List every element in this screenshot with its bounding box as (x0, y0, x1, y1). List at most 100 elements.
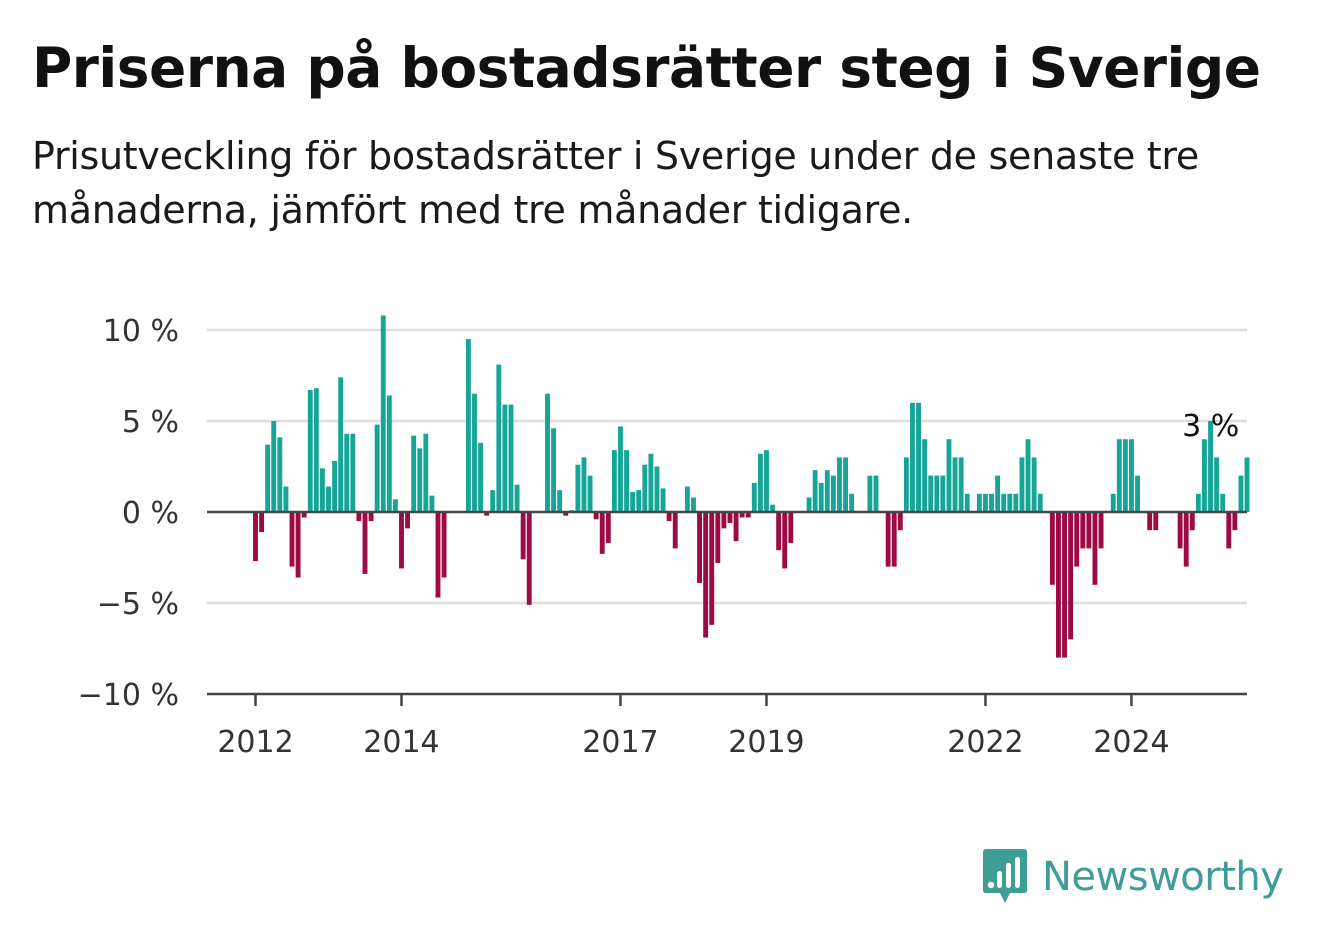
bar-positive (1122, 439, 1128, 512)
bar-positive (1214, 457, 1220, 512)
bar-negative (1147, 512, 1153, 531)
bar-negative (520, 512, 526, 560)
bar-positive (849, 493, 855, 512)
bar-positive (654, 466, 660, 512)
bar-negative (727, 512, 733, 523)
bar-negative (666, 512, 672, 522)
bar-negative (1098, 512, 1104, 549)
bar-negative (1056, 512, 1061, 658)
bar-positive (946, 439, 952, 512)
bar-negative (788, 512, 794, 543)
bar-negative (484, 512, 490, 516)
bar-positive (265, 444, 271, 512)
bar-positive (1135, 475, 1140, 512)
bar-positive (611, 450, 617, 512)
bar-positive (989, 493, 994, 512)
bar-negative (368, 512, 374, 522)
newsworthy-logo-icon (983, 849, 1027, 903)
bar-positive (1116, 439, 1122, 512)
bar-positive (940, 475, 946, 512)
bar-positive (618, 426, 623, 512)
bar-positive (751, 482, 757, 512)
bar-positive (478, 442, 484, 512)
annotation-label: 3 % (1182, 409, 1239, 444)
bar-positive (1007, 493, 1013, 512)
bar-positive (1013, 493, 1019, 512)
bar-positive (392, 499, 398, 512)
bar-positive (934, 475, 940, 512)
bar-positive (1037, 493, 1043, 512)
bar-negative (399, 512, 404, 569)
bar-positive (514, 484, 520, 512)
bar-negative (301, 512, 307, 518)
bar-positive (824, 470, 830, 512)
bar-positive (757, 453, 763, 512)
bar-negative (885, 512, 891, 567)
bar-negative (356, 512, 362, 522)
y-tick-label: −10 % (78, 678, 179, 713)
bar-positive (1220, 493, 1226, 512)
bar-positive (587, 475, 593, 512)
bar-positive (411, 435, 417, 512)
bar-positive (386, 395, 392, 512)
bar-negative (715, 512, 721, 563)
bar-positive (429, 495, 435, 512)
bar-negative (295, 512, 301, 578)
bar-positive (1110, 493, 1116, 512)
bar-positive (319, 468, 325, 512)
bar-negative (721, 512, 727, 529)
bar-positive (307, 390, 313, 512)
bar-positive (1129, 439, 1134, 512)
bar-negative (1183, 512, 1189, 567)
bar-negative (733, 512, 739, 542)
bar-positive (1019, 457, 1025, 512)
bar-negative (526, 512, 532, 605)
bar-negative (435, 512, 441, 598)
bar-positive (830, 475, 836, 512)
bar-positive (764, 450, 769, 512)
bar-negative (599, 512, 605, 554)
bar-positive (472, 393, 477, 512)
x-tick-label: 2012 (217, 725, 293, 760)
bar-negative (253, 512, 258, 562)
bar-negative (776, 512, 782, 551)
bar-positive (1195, 493, 1201, 512)
bar-positive (843, 457, 848, 512)
bar-positive (983, 493, 988, 512)
bar-negative (563, 512, 569, 516)
bar-positive (1025, 439, 1031, 512)
bar-positive (380, 315, 386, 512)
bar-positive (551, 428, 557, 512)
bar-positive (812, 470, 818, 512)
bar-positive (313, 388, 319, 512)
bar-negative (259, 512, 265, 533)
bar-positive (344, 433, 350, 512)
bar-negative (289, 512, 295, 567)
bar-negative (1080, 512, 1086, 549)
bar-negative (362, 512, 368, 574)
bar-positive (490, 490, 496, 512)
bar-positive (952, 457, 958, 512)
bar-positive (465, 339, 471, 512)
bar-negative (897, 512, 903, 531)
bar-negative (739, 512, 745, 518)
bar-positive (1031, 457, 1037, 512)
bar-negative (405, 512, 411, 529)
bar-negative (593, 512, 599, 520)
bar-negative (1068, 512, 1074, 640)
x-tick-label: 2017 (582, 725, 658, 760)
bar-positive (502, 404, 508, 512)
bar-negative (1177, 512, 1183, 549)
bar-positive (271, 421, 277, 512)
bar-negative (745, 512, 751, 518)
x-tick-label: 2019 (728, 725, 804, 760)
bar-positive (806, 497, 812, 512)
bar-negative (605, 512, 611, 543)
y-tick-label: 5 % (122, 405, 179, 440)
bar-positive (818, 482, 824, 512)
bar-positive (903, 457, 909, 512)
bar-negative (1086, 512, 1092, 549)
bar-positive (928, 475, 934, 512)
bar-positive (1238, 475, 1244, 512)
